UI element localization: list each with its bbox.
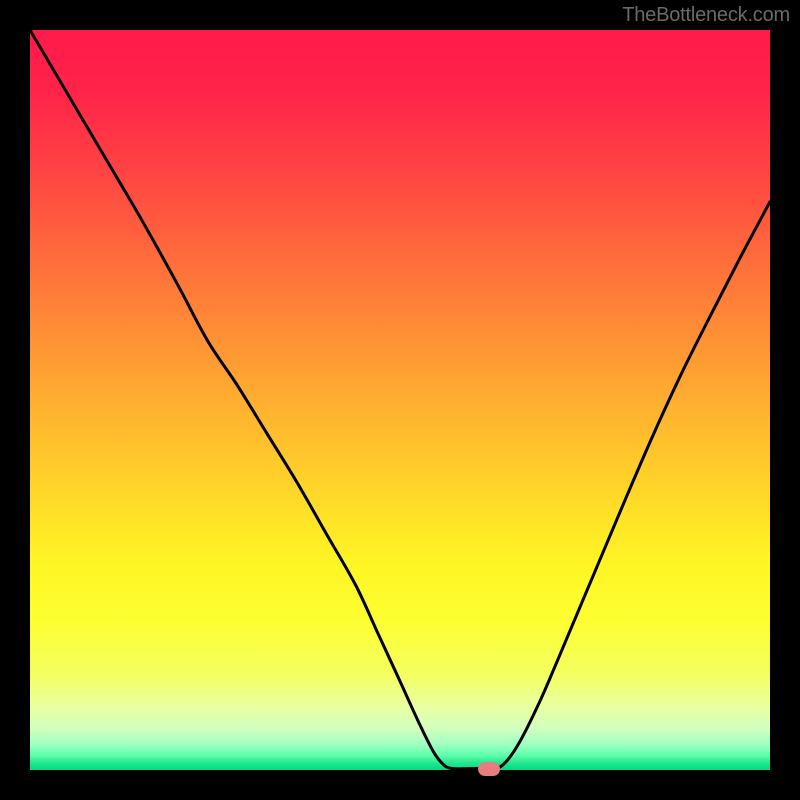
curve-path — [30, 30, 770, 769]
chart-container: TheBottleneck.com — [0, 0, 800, 800]
watermark-text: TheBottleneck.com — [622, 4, 790, 27]
bottleneck-curve — [30, 30, 770, 770]
optimal-marker — [478, 762, 500, 776]
